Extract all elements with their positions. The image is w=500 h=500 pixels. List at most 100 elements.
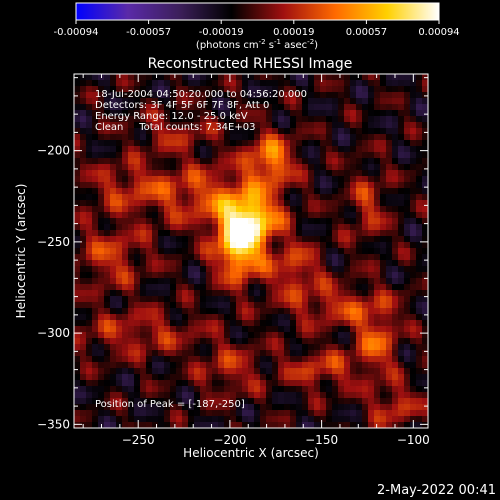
heatmap-cell [356,182,363,189]
heatmap-cell [134,74,141,81]
heatmap-cell [146,290,153,297]
heatmap-cell [320,176,327,183]
heatmap-cell [230,188,237,195]
heatmap-cell [92,302,99,309]
heatmap-cell [236,74,243,81]
heatmap-cell [206,380,213,387]
heatmap-cell [302,98,309,105]
heatmap-cell [416,176,423,183]
heatmap-cell [140,356,147,363]
heatmap-cell [260,224,267,231]
heatmap-cell [290,308,297,315]
heatmap-cell [170,242,177,249]
heatmap-cell [326,212,333,219]
heatmap-cell [152,212,159,219]
heatmap-cell [404,80,411,87]
heatmap-cell [146,260,153,267]
heatmap-cell [254,248,261,255]
heatmap-cell [374,164,381,171]
heatmap-cell [332,374,339,381]
heatmap-cell [236,110,243,117]
heatmap-cell [236,86,243,93]
heatmap-cell [344,308,351,315]
heatmap-cell [416,254,423,261]
heatmap-cell [194,86,201,93]
heatmap-cell [230,380,237,387]
heatmap-cell [260,326,267,333]
heatmap-cell [356,272,363,279]
heatmap-cell [74,260,81,267]
heatmap-cell [386,188,393,195]
heatmap-cell [134,320,141,327]
heatmap-cell [92,98,99,105]
heatmap-cell [122,158,129,165]
heatmap-cell [332,212,339,219]
heatmap-cell [158,116,165,123]
heatmap-cell [170,380,177,387]
heatmap-cell [314,374,321,381]
heatmap-cell [308,122,315,129]
heatmap-cell [170,410,177,417]
heatmap-cell [308,278,315,285]
heatmap-cell [140,404,147,411]
heatmap-cell [386,308,393,315]
heatmap-cell [272,404,279,411]
heatmap-cell [224,272,231,279]
heatmap-cell [122,332,129,339]
heatmap-cell [74,194,81,201]
heatmap-cell [272,416,279,423]
heatmap-cell [92,344,99,351]
heatmap-cell [344,98,351,105]
heatmap-cell [404,110,411,117]
heatmap-cell [248,212,255,219]
heatmap-cell [392,392,399,399]
heatmap-cell [260,176,267,183]
heatmap-cell [230,290,237,297]
heatmap-cell [368,134,375,141]
heatmap-cell [320,152,327,159]
heatmap-cell [224,188,231,195]
heatmap-cell [146,254,153,261]
heatmap-cell [350,302,357,309]
heatmap-cell [242,320,249,327]
heatmap-cell [74,200,81,207]
colorbar-tick-label: -0.00057 [126,27,171,38]
heatmap-cell [398,416,405,423]
heatmap-cell [182,200,189,207]
heatmap-cell [134,182,141,189]
heatmap-cell [242,158,249,165]
heatmap-cell [422,326,429,333]
heatmap-cell [206,146,213,153]
heatmap-cell [254,200,261,207]
heatmap-cell [146,380,153,387]
heatmap-cell [236,176,243,183]
heatmap-cell [284,326,291,333]
heatmap-cell [392,242,399,249]
heatmap-cell [176,290,183,297]
heatmap-cell [170,98,177,105]
heatmap-cell [182,404,189,411]
heatmap-cell [176,338,183,345]
heatmap-cell [110,170,117,177]
heatmap-cell [410,122,417,129]
heatmap-cell [422,218,429,225]
heatmap-cell [278,230,285,237]
heatmap-cell [410,386,417,393]
heatmap-cell [308,320,315,327]
heatmap-cell [254,218,261,225]
heatmap-cell [296,284,303,291]
heatmap-cell [176,170,183,177]
heatmap-cell [248,332,255,339]
heatmap-cell [188,122,195,129]
heatmap-cell [332,146,339,153]
heatmap-cell [188,314,195,321]
heatmap-cell [350,410,357,417]
heatmap-cell [284,266,291,273]
annotation-time: 18-Jul-2004 04:50:20.000 to 04:56:20.000 [95,89,307,100]
heatmap-cell [356,356,363,363]
heatmap-cell [398,266,405,273]
heatmap-cell [368,374,375,381]
heatmap-cell [80,200,87,207]
heatmap-cell [272,386,279,393]
heatmap-cell [128,224,135,231]
